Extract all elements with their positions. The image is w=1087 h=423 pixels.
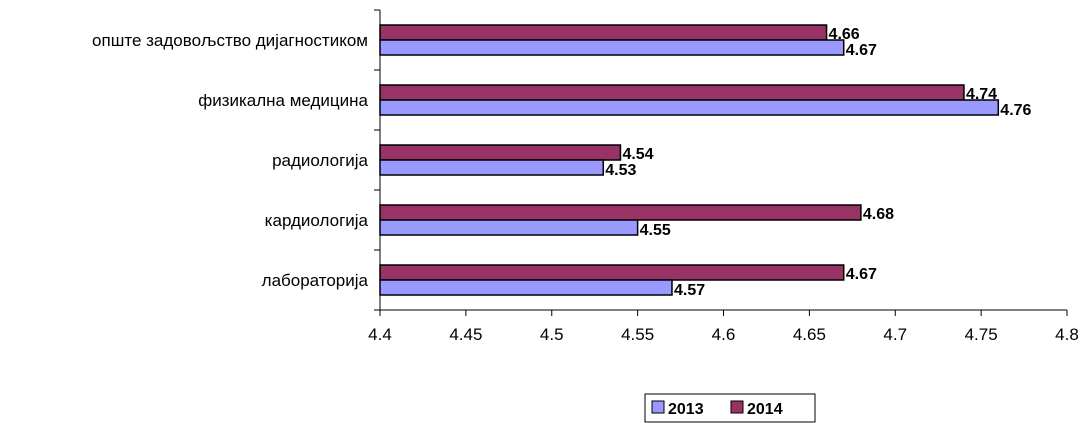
x-tick-label: 4.55 <box>621 325 654 344</box>
category-label: опште задовољство дијагностиком <box>92 31 368 50</box>
category-label: радиологија <box>272 151 368 170</box>
data-label-2013: 4.57 <box>674 282 705 299</box>
x-tick-label: 4.75 <box>965 325 998 344</box>
bar-2014 <box>379 144 622 161</box>
bar-2013 <box>379 279 673 296</box>
bar-2013 <box>379 159 605 176</box>
legend: 2013 2014 <box>644 393 816 423</box>
data-label-2013: 4.67 <box>846 42 877 59</box>
legend-box <box>644 393 816 423</box>
category-label: физикална медицина <box>198 91 368 110</box>
x-tick-label: 4.45 <box>449 325 482 344</box>
bar-2013 <box>379 219 639 236</box>
bar-2014 <box>379 204 862 221</box>
data-label-2014: 4.66 <box>829 26 860 43</box>
data-label-2014: 4.74 <box>966 86 997 103</box>
x-tick-label: 4.65 <box>793 325 826 344</box>
data-label-2013: 4.76 <box>1000 102 1031 119</box>
data-label-2014: 4.67 <box>846 266 877 283</box>
x-tick-label: 4.5 <box>540 325 564 344</box>
bar-2014 <box>379 264 845 281</box>
data-label-2014: 4.54 <box>622 146 653 163</box>
legend-label-2013: 2013 <box>668 401 704 418</box>
bar-2014 <box>379 84 965 101</box>
category-label: кардиологија <box>265 211 369 230</box>
data-label-2013: 4.53 <box>605 162 636 179</box>
category-label: лабораторија <box>262 271 369 290</box>
bar-2014 <box>379 24 828 41</box>
x-tick-label: 4.6 <box>712 325 736 344</box>
x-tick-label: 4.7 <box>883 325 907 344</box>
bar-2013 <box>379 39 845 56</box>
data-label-2013: 4.55 <box>640 222 671 239</box>
x-tick-label: 4.8 <box>1055 325 1079 344</box>
data-label-2014: 4.68 <box>863 206 894 223</box>
legend-label-2014: 2014 <box>747 401 783 418</box>
x-tick-label: 4.4 <box>368 325 392 344</box>
legend-swatch-2014 <box>730 400 744 414</box>
legend-swatch-2013 <box>651 400 665 414</box>
bar-2013 <box>379 99 1000 116</box>
